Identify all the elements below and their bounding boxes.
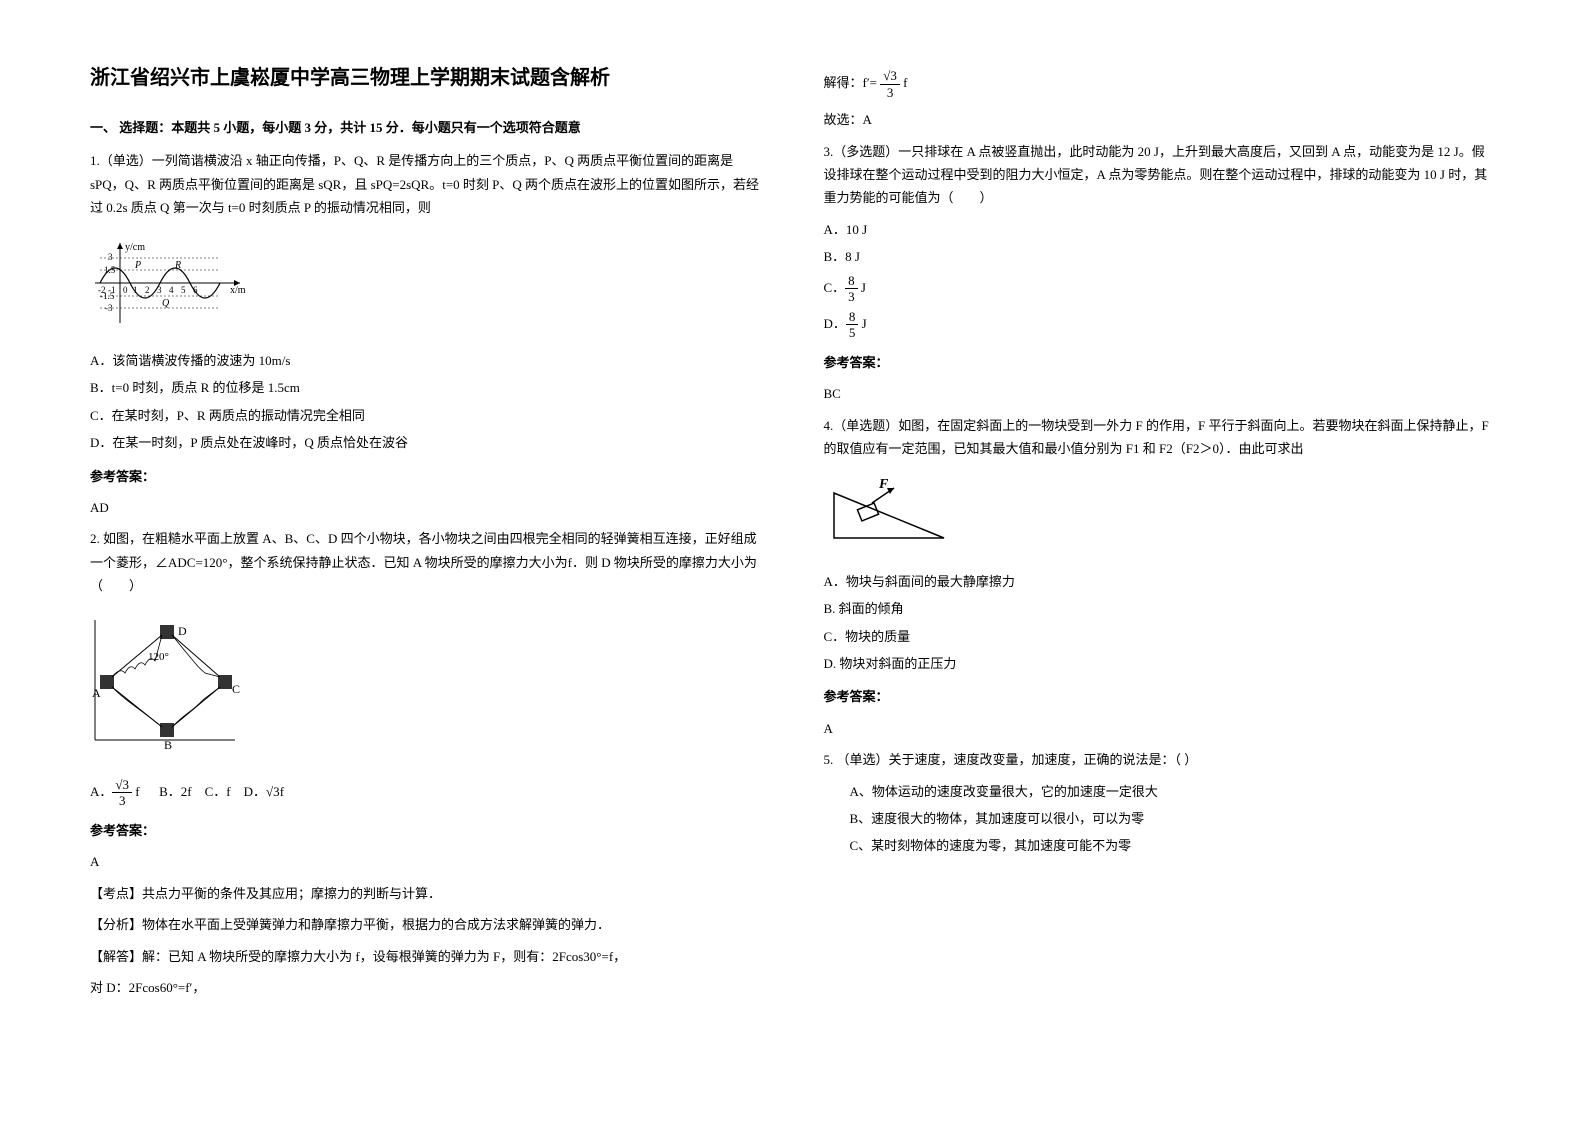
q3-option-c: C．83 J <box>824 273 1498 305</box>
svg-text:C: C <box>232 682 240 696</box>
svg-text:4: 4 <box>169 285 174 295</box>
q1-answer: AD <box>90 496 764 519</box>
svg-text:Q: Q <box>162 298 170 309</box>
q2-fenxi: 【分析】物体在水平面上受弹簧弹力和静摩擦力平衡，根据力的合成方法求解弹簧的弹力． <box>90 913 764 936</box>
q3-d-frac: 85 <box>846 309 859 341</box>
svg-text:1: 1 <box>133 285 138 295</box>
q5-option-c: C、某时刻物体的速度为零，其加速度可能不为零 <box>850 834 1498 857</box>
svg-text:120°: 120° <box>148 651 169 663</box>
q3-answer-label: 参考答案： <box>824 351 1498 374</box>
q2-frac-a: √33 <box>112 777 132 809</box>
q5-stem: 5. （单选）关于速度，速度改变量，加速度，正确的说法是：（ ） <box>824 748 1498 771</box>
svg-text:-2: -2 <box>98 285 106 295</box>
svg-text:6: 6 <box>193 285 198 295</box>
q2-option-a-prefix: A． <box>90 784 112 799</box>
q1-answer-label: 参考答案： <box>90 465 764 488</box>
svg-text:y/cm: y/cm <box>125 242 145 253</box>
svg-text:-1: -1 <box>108 285 116 295</box>
q4-answer: A <box>824 717 1498 740</box>
q2-answer: A <box>90 850 764 873</box>
q2-sqrt3: √3 <box>266 784 280 799</box>
q4-answer-label: 参考答案： <box>824 685 1498 708</box>
right-column: 解得：f′= √33 f 故选：A 3.（多选题）一只排球在 A 点被竖直抛出，… <box>824 60 1498 1007</box>
svg-text:2: 2 <box>145 285 150 295</box>
svg-text:R: R <box>174 260 181 271</box>
q3-c-frac: 83 <box>845 273 858 305</box>
q1-figure: y/cm x/m 3 1.5 -1.5 -3 P R Q -2 -1 0 1 2… <box>90 238 250 335</box>
q3-option-a: A．10 J <box>824 218 1498 241</box>
q3-c-suffix: J <box>858 280 866 295</box>
q1-option-a: A．该简谐横波传播的波速为 10m/s <box>90 349 764 372</box>
svg-text:5: 5 <box>181 285 186 295</box>
svg-text:0: 0 <box>123 285 128 295</box>
q3-stem: 3.（多选题）一只排球在 A 点被竖直抛出，此时动能为 20 J，上升到最大高度… <box>824 140 1498 210</box>
q4-option-d: D. 物块对斜面的正压力 <box>824 652 1498 675</box>
q1-option-d: D．在某一时刻，P 质点处在波峰时，Q 质点恰处在波谷 <box>90 431 764 454</box>
q2-kaodian: 【考点】共点力平衡的条件及其应用；摩擦力的判断与计算． <box>90 882 764 905</box>
q2-figure: D A C B 120° <box>90 615 240 762</box>
q4-option-b: B. 斜面的倾角 <box>824 597 1498 620</box>
svg-text:x/m: x/m <box>230 285 246 296</box>
svg-text:F: F <box>878 478 889 492</box>
q1-stem: 1.（单选）一列简谐横波沿 x 轴正向传播，P、Q、R 是传播方向上的三个质点，… <box>90 149 764 219</box>
q3-option-d: D．85 J <box>824 309 1498 341</box>
q2-option-d-suffix: f <box>280 784 284 799</box>
q2-option-b: B．2f <box>159 784 192 799</box>
page-title: 浙江省绍兴市上虞崧厦中学高三物理上学期期末试题含解析 <box>90 60 764 96</box>
q2-jieda2: 对 D：2Fcos60°=f′， <box>90 976 764 999</box>
svg-text:P: P <box>134 260 141 271</box>
q2-option-c: C．f <box>205 784 231 799</box>
q2-so: 故选：A <box>824 108 1498 131</box>
solve-prefix: 解得：f′= <box>824 75 881 90</box>
svg-text:3: 3 <box>157 285 162 295</box>
q5-option-a: A、物体运动的速度改变量很大，它的加速度一定很大 <box>850 780 1498 803</box>
q1-option-b: B．t=0 时刻，质点 R 的位移是 1.5cm <box>90 376 764 399</box>
q3-option-b: B．8 J <box>824 245 1498 268</box>
q2-jieda: 【解答】解：已知 A 物块所受的摩擦力大小为 f，设每根弹簧的弹力为 F，则有：… <box>90 945 764 968</box>
q4-stem: 4.（单选题）如图，在固定斜面上的一物块受到一外力 F 的作用，F 平行于斜面向… <box>824 414 1498 461</box>
section-1-header: 一、 选择题：本题共 5 小题，每小题 3 分，共计 15 分．每小题只有一个选… <box>90 116 764 139</box>
q3-d-prefix: D． <box>824 316 846 331</box>
q2-options-row: A．√33 f B．2f C．f D．√3f <box>90 777 764 809</box>
solve-frac: √33 <box>880 68 900 100</box>
q3-answer: BC <box>824 382 1498 405</box>
q2-stem: 2. 如图，在粗糙水平面上放置 A、B、C、D 四个小物块，各小物块之间由四根完… <box>90 527 764 597</box>
left-column: 浙江省绍兴市上虞崧厦中学高三物理上学期期末试题含解析 一、 选择题：本题共 5 … <box>90 60 764 1007</box>
svg-text:-3: -3 <box>105 303 113 313</box>
q2-answer-label: 参考答案： <box>90 819 764 842</box>
q2-option-d-prefix: D． <box>244 784 266 799</box>
svg-text:3: 3 <box>108 252 113 262</box>
q3-c-prefix: C． <box>824 280 846 295</box>
q5-option-b: B、速度很大的物体，其加速度可以很小，可以为零 <box>850 807 1498 830</box>
svg-text:D: D <box>178 624 187 638</box>
q2-solve: 解得：f′= √33 f <box>824 68 1498 100</box>
svg-text:A: A <box>92 686 101 700</box>
q4-option-a: A．物块与斜面间的最大静摩擦力 <box>824 570 1498 593</box>
solve-suffix: f <box>900 75 908 90</box>
q2-option-a-suffix: f <box>132 784 140 799</box>
q3-d-suffix: J <box>858 316 866 331</box>
q1-option-c: C．在某时刻，P、R 两质点的振动情况完全相同 <box>90 404 764 427</box>
q4-figure: F <box>824 478 954 555</box>
q4-option-c: C．物块的质量 <box>824 625 1498 648</box>
svg-text:B: B <box>164 738 172 752</box>
